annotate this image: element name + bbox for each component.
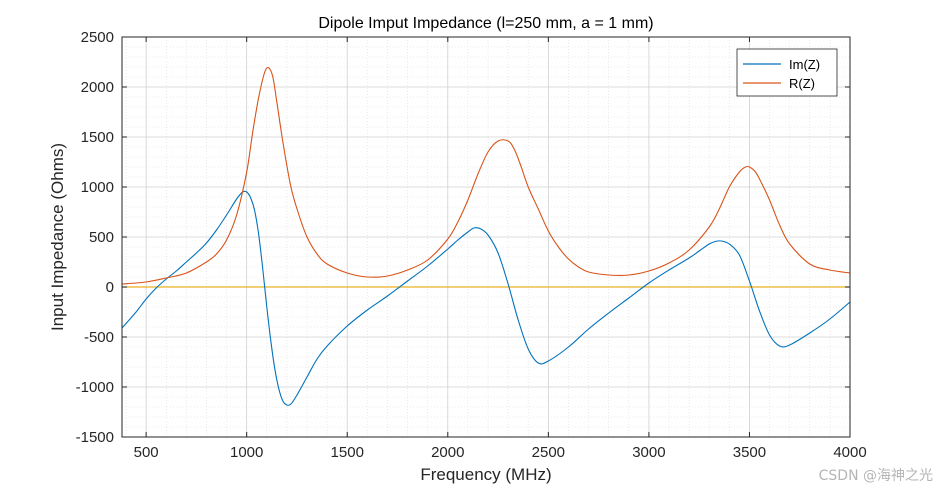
watermark-text: CSDN @海神之光	[818, 468, 933, 484]
x-tick-label: 2500	[532, 444, 565, 461]
legend-label-0: Im(Z)	[789, 57, 820, 72]
series-layer	[121, 67, 851, 406]
legend-box	[736, 48, 838, 97]
x-tick-label: 3000	[632, 444, 665, 461]
y-tick-label: 500	[89, 229, 114, 246]
y-tick-label: -1000	[76, 379, 114, 396]
legend-label-1: R(Z)	[789, 76, 815, 91]
y-tick-label: 1500	[81, 129, 114, 146]
y-tick-label: -1500	[76, 429, 114, 446]
chart-title: Dipole Imput Impedance (l=250 mm, a = 1 …	[318, 15, 653, 32]
y-tick-label: -500	[84, 329, 114, 346]
x-tick-label: 500	[134, 444, 159, 461]
x-tick-label: 3500	[733, 444, 766, 461]
minor-grid	[122, 37, 850, 437]
y-tick-label: 2000	[81, 79, 114, 96]
x-tick-label: 1500	[331, 444, 364, 461]
y-tick-label: 1000	[81, 179, 114, 196]
y-tick-label: 0	[106, 279, 114, 296]
series-line-0	[121, 190, 851, 406]
x-tick-label: 1000	[230, 444, 263, 461]
legend: Im(Z) R(Z)	[736, 48, 838, 97]
y-tick-label: 2500	[81, 29, 114, 46]
y-axis-label: Input Impedance (Ohms)	[48, 143, 67, 331]
x-tick-label: 4000	[833, 444, 866, 461]
x-axis-label: Frequency (MHz)	[420, 465, 551, 484]
series-line-1	[121, 67, 851, 285]
x-tick-label: 2000	[431, 444, 464, 461]
axis-ticks: 500 1000 1500 2000 2500 3000 3500 4000 -1500 -100…	[76, 29, 867, 461]
